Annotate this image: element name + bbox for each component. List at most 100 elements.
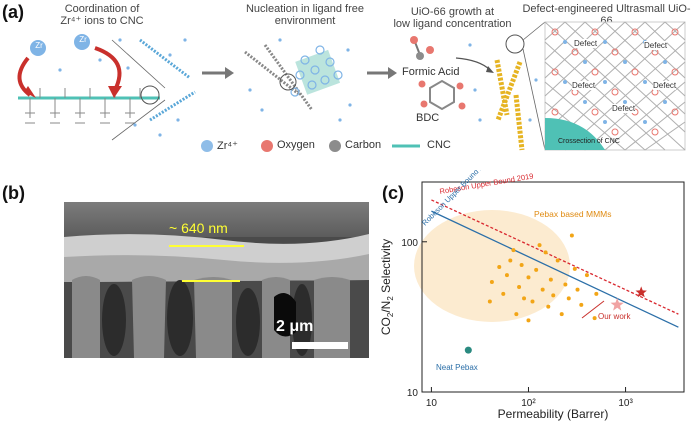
thickness-label: ~ 640 nm	[169, 220, 228, 236]
neat-pebax-label: Neat Pebax	[436, 363, 478, 372]
x-axis-label: Permeability (Barrer)	[498, 407, 609, 421]
mmm-point-5	[517, 285, 522, 289]
our-work-label: Our work	[598, 312, 631, 321]
zr-ion-badge-2	[74, 34, 90, 50]
mmm-point-10	[534, 267, 539, 272]
crossection-label: Crossection of CNC	[558, 138, 620, 145]
legend-cnc-label: CNC	[427, 139, 451, 151]
mmm-point-16	[551, 293, 556, 298]
data-points	[464, 233, 647, 354]
zoom-circle-step1	[140, 85, 160, 105]
zr-badge-label-1: Zr	[35, 41, 43, 50]
upper-bound-lines	[431, 199, 679, 328]
step3-caption-line2: low ligand concentration	[393, 18, 512, 30]
x-tick-label-2: 10³	[618, 398, 633, 409]
x-tick-label-0: 10	[426, 398, 438, 409]
mmm-point-24	[584, 273, 589, 278]
mmm-point-6	[519, 263, 524, 268]
mmm-point-31	[487, 299, 492, 304]
mmm-point-25	[592, 316, 597, 321]
x-tick-label-1: 10²	[521, 398, 536, 409]
red-arrow-2-head	[108, 86, 122, 98]
mmm-point-23	[579, 302, 584, 307]
defect-label-4: Defect	[653, 81, 677, 90]
panel-a-label: (a)	[2, 2, 24, 22]
mmm-point-1	[497, 264, 502, 269]
pebax-mmm-label: Pebax based MMMs	[534, 209, 611, 219]
legend-oxygen-swatch	[261, 140, 273, 152]
sem-image-art	[64, 202, 369, 358]
step1-caption: Coordination of Zr⁴⁺ ions to CNC	[42, 3, 162, 27]
mmm-point-13	[543, 250, 548, 255]
mmm-point-17	[555, 258, 560, 263]
mmm-point-7	[522, 296, 527, 301]
zoom-circle-step3	[505, 34, 525, 54]
scale-bar-label: 2 μm	[276, 318, 314, 335]
panel-b-label: (b)	[2, 183, 25, 203]
legend-carbon-swatch	[329, 140, 341, 152]
cnc-rod-step1	[18, 88, 160, 124]
mmm-point-18	[559, 312, 564, 317]
step2-caption-line1: Nucleation in ligand free	[245, 3, 365, 15]
cnc-crossection-shape	[545, 118, 605, 150]
mmm-point-12	[540, 287, 545, 292]
mmm-point-2	[504, 273, 509, 278]
mmm-point-28	[501, 291, 506, 296]
pebax-mmm-cloud	[414, 210, 570, 322]
mmm-point-14	[546, 304, 551, 309]
axis-ticks: 10 10² 10³ 10 100	[401, 238, 633, 409]
upper-bound-line-0	[431, 199, 679, 315]
our-work-arrow	[581, 300, 605, 319]
step1-caption-line1: Coordination of	[64, 3, 140, 15]
defect-label-2: Defect	[644, 41, 668, 50]
mmm-point-11	[537, 243, 542, 248]
step1-caption-line2: Zr⁴⁺ ions to CNC	[60, 15, 144, 27]
bdc-molecule	[418, 79, 466, 111]
red-arrow-1-head	[24, 86, 36, 98]
scale-bar	[292, 342, 348, 349]
bdc-label: BDC	[416, 112, 440, 124]
mmm-point-9	[530, 299, 535, 304]
red-arrow-2	[94, 46, 122, 91]
mmm-point-30	[508, 258, 513, 263]
zr-ion-badge-1	[30, 40, 46, 56]
sem-image	[64, 202, 369, 358]
y-axis-label: CO2/N2 Selectivity	[379, 239, 395, 335]
mmm-point-15	[548, 277, 553, 282]
mmm-point-20	[566, 296, 571, 301]
our-work-star-1	[635, 286, 647, 298]
mmm-point-29	[526, 318, 531, 323]
mmm-point-0	[489, 279, 494, 284]
dots-step3	[468, 43, 538, 122]
step-arrow-1-head	[225, 67, 234, 79]
mmm-point-26	[594, 291, 599, 296]
cnc-helix-step1	[139, 38, 196, 122]
our-work-star-0	[610, 297, 624, 311]
panel-c-label: (c)	[382, 183, 404, 203]
selectivity-chart: 10 10² 10³ 10 100 Permeability (Barrer) CO2/…	[379, 170, 685, 421]
defect-label-5: Defect	[612, 104, 636, 113]
step-arrow-2-head	[388, 67, 397, 79]
y-tick-label-0: 10	[407, 388, 419, 399]
nucleation-cluster	[244, 44, 343, 111]
y-tick-label-1: 100	[401, 238, 418, 249]
step2-caption-line2: environment	[274, 15, 336, 27]
mmm-point-19	[563, 282, 568, 287]
upper-bound-line-1	[431, 210, 679, 328]
step3-caption: UiO-66 growth at low ligand concentratio…	[390, 6, 515, 30]
zr-badge-label-2: Zr	[79, 35, 87, 44]
formic-acid-label: Formic Acid	[402, 66, 460, 78]
legend-zr-label: Zr⁴⁺	[217, 140, 238, 152]
formic-acid-molecule	[410, 36, 434, 60]
legend-zr-swatch	[201, 140, 213, 152]
dots-step1	[58, 38, 187, 137]
uio66-growth	[494, 59, 525, 151]
mmm-point-22	[575, 287, 580, 292]
plot-frame	[421, 181, 685, 393]
mmm-point-21	[572, 266, 577, 271]
legend-carbon-label: Carbon	[345, 139, 382, 151]
mmm-point-8	[526, 275, 531, 280]
step3-caption-line1: UiO-66 growth at	[410, 6, 495, 18]
defect-label-1: Defect	[574, 39, 598, 48]
step2-caption: Nucleation in ligand free environment	[225, 3, 385, 27]
